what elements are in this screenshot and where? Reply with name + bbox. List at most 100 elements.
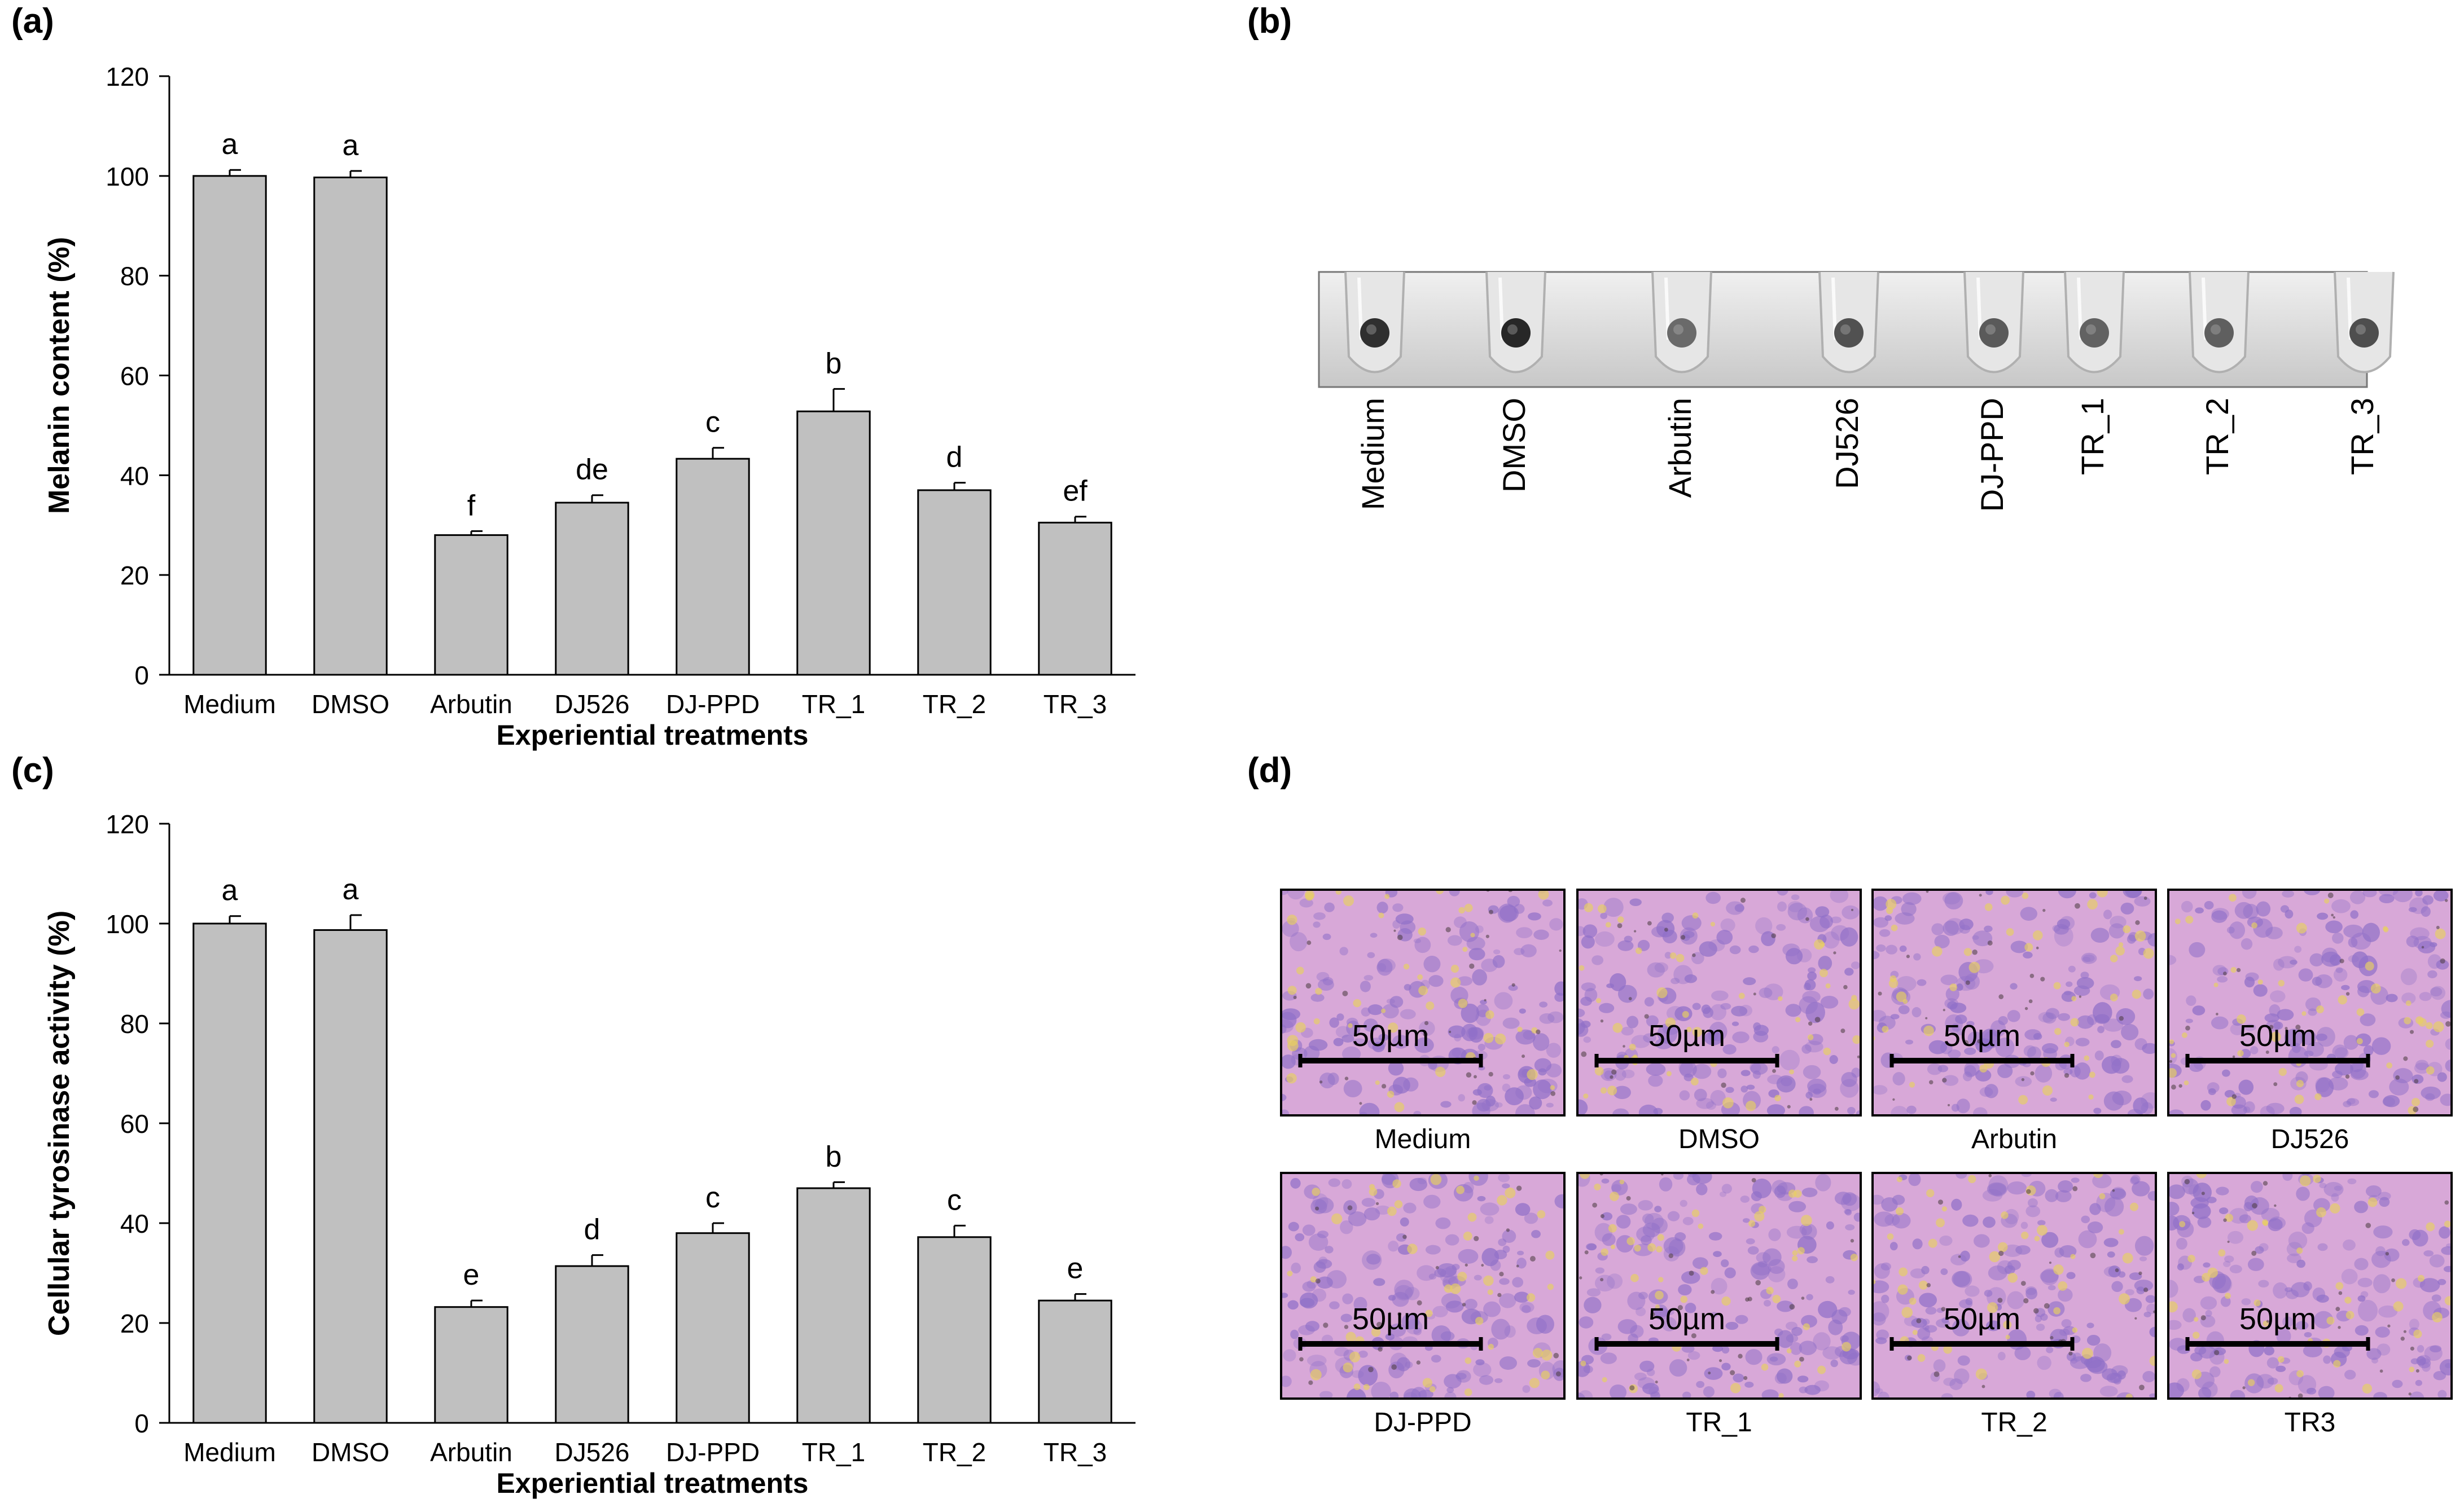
cell — [1358, 1350, 1368, 1358]
refractile-spot — [1887, 1233, 1894, 1240]
refractile-spot — [1721, 1296, 1731, 1306]
refractile-spot — [1692, 912, 1699, 919]
refractile-spot — [1987, 1302, 1998, 1313]
cell — [2086, 1322, 2094, 1329]
refractile-spot — [2034, 1236, 2040, 1242]
cell — [1499, 1293, 1516, 1308]
cell — [1606, 1273, 1623, 1289]
refractile-spot — [2426, 1222, 2435, 1232]
cell — [2116, 1008, 2136, 1025]
refractile-spot — [2193, 1331, 2200, 1339]
cell — [1546, 1043, 1562, 1058]
pellet-shine — [2086, 324, 2096, 335]
cell — [1403, 1202, 1417, 1214]
cell — [1440, 1267, 1457, 1284]
cell — [1913, 953, 1921, 961]
cell — [1853, 1212, 1861, 1222]
cell — [1762, 1248, 1782, 1267]
tube-label: DMSO — [1496, 398, 1532, 493]
significance-letter: a — [222, 874, 238, 907]
bar — [796, 410, 871, 676]
melanin-granule — [2201, 1192, 2205, 1195]
pellet-shine — [1985, 324, 1996, 335]
refractile-spot — [2257, 979, 2263, 985]
cell — [1933, 1359, 1946, 1372]
micrograph-image — [2168, 1173, 2452, 1399]
melanin-granule — [2444, 899, 2448, 902]
cell — [1480, 1202, 1500, 1216]
refractile-spot — [1917, 1354, 1926, 1362]
cell — [1499, 1356, 1517, 1370]
cell — [2107, 1251, 2115, 1258]
cell — [1694, 1088, 1707, 1101]
cell — [1514, 948, 1525, 956]
cell — [1634, 1372, 1647, 1381]
refractile-spot — [1792, 1255, 1798, 1262]
melanin-granule — [1644, 1014, 1649, 1019]
micrograph-label: TR_1 — [1686, 1408, 1752, 1438]
cell — [1940, 1268, 1948, 1276]
melanin-granule — [1388, 1312, 1391, 1315]
cell — [1805, 1040, 1823, 1053]
cell — [2333, 968, 2348, 982]
refractile-spot — [1425, 1309, 1433, 1317]
refractile-spot — [1601, 1248, 1608, 1256]
micrograph-image — [1577, 890, 1861, 1115]
refractile-spot — [2081, 1347, 2093, 1359]
cell — [1772, 1046, 1779, 1054]
cell — [2360, 1013, 2376, 1026]
cell — [2379, 1197, 2390, 1207]
melanin-granule — [1315, 1206, 1319, 1211]
cell — [2188, 1184, 2202, 1197]
cell — [1389, 996, 1404, 1008]
cell — [2143, 988, 2154, 1000]
refractile-spot — [2367, 1197, 2378, 1207]
cell — [1841, 1072, 1857, 1087]
cell — [1875, 1388, 1883, 1394]
cell — [1842, 905, 1860, 920]
cell — [2087, 1221, 2103, 1234]
cell — [2316, 1034, 2327, 1041]
refractile-spot — [1842, 1342, 1852, 1352]
cell — [2227, 1230, 2244, 1244]
cell — [2023, 951, 2033, 959]
cell — [1802, 990, 1821, 1003]
refractile-spot — [2370, 983, 2381, 994]
cell — [1446, 1387, 1454, 1394]
cell — [2037, 1356, 2051, 1370]
refractile-spot — [2132, 990, 2141, 999]
melanin-granule — [1843, 984, 1848, 990]
cell — [2365, 1185, 2382, 1197]
cell — [1711, 1312, 1718, 1318]
cell — [1873, 951, 1880, 960]
refractile-spot — [1485, 1010, 1494, 1019]
cell — [1682, 1216, 1694, 1225]
cell — [2362, 922, 2380, 942]
cell — [1448, 1025, 1466, 1039]
melanin-granule — [1988, 1174, 1992, 1177]
cell — [1353, 1296, 1367, 1312]
cell — [1333, 1038, 1344, 1047]
cell — [1950, 1003, 1967, 1013]
melanin-granule — [2112, 1189, 2115, 1192]
refractile-spot — [2196, 1173, 2207, 1179]
cell — [2045, 1189, 2059, 1202]
melanin-granule — [1998, 1250, 2004, 1256]
refractile-spot — [1778, 1393, 1784, 1399]
cell — [2332, 1070, 2343, 1078]
cell — [1956, 1028, 1965, 1035]
cell — [2076, 1015, 2094, 1029]
melanin-granule — [1947, 1104, 1950, 1106]
cell — [1680, 927, 1698, 945]
refractile-spot — [1746, 1101, 1756, 1111]
refractile-spot — [1387, 1091, 1395, 1098]
cell — [1636, 1307, 1646, 1317]
cell — [1927, 1063, 1943, 1075]
refractile-spot — [1968, 961, 1980, 973]
refractile-spot — [1997, 1242, 2008, 1252]
cell — [1542, 899, 1553, 907]
refractile-spot — [1464, 903, 1473, 912]
y-axis-title: Cellular tyrosinase activity (%) — [43, 911, 76, 1336]
refractile-spot — [2001, 1211, 2009, 1219]
